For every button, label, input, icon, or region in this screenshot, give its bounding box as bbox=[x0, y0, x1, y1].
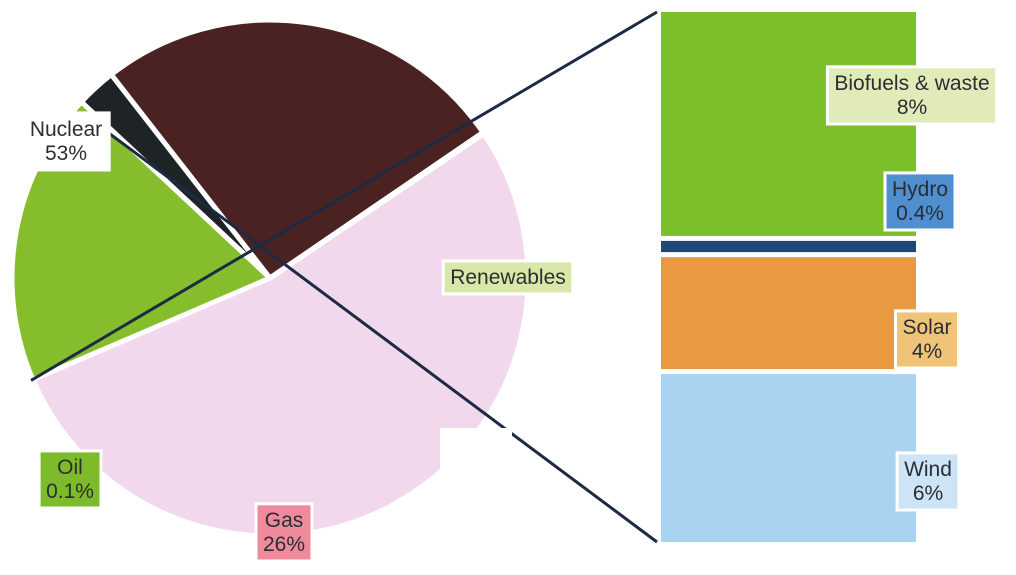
bar-label-solar-box bbox=[894, 309, 960, 370]
bar-segment-solar bbox=[661, 257, 916, 370]
bar-label-wind: Wind 6% bbox=[895, 451, 961, 512]
bar-label-solar: Solar 4% bbox=[894, 309, 960, 370]
bar-label-hydro: Hydro 0.4% bbox=[883, 171, 957, 232]
pie-label-gas-box bbox=[254, 502, 314, 563]
bar-label-biofuels-waste-box bbox=[825, 65, 999, 126]
bar-segment-hydro bbox=[661, 240, 916, 253]
pie-label-oil: Oil 0.1% bbox=[37, 449, 103, 510]
pie-chart bbox=[9, 17, 531, 539]
bar-label-wind-box bbox=[895, 451, 961, 512]
pie-slice-oil bbox=[267, 129, 487, 281]
pie-label-oil-box bbox=[37, 449, 103, 510]
bar-label-hydro-box bbox=[883, 171, 957, 232]
pie-label-renewables-box bbox=[441, 259, 575, 296]
label-backdrop bbox=[440, 428, 512, 512]
pie-slice-nuclear bbox=[30, 131, 531, 539]
breakdown-bar bbox=[661, 12, 916, 542]
bar-label-biofuels-waste: Biofuels & waste 8% bbox=[825, 65, 999, 126]
bar-segment-wind bbox=[661, 374, 916, 542]
pie-label-nuclear-box bbox=[21, 111, 111, 172]
pie-labels: Nuclear 53% Renewables Gas 26% Oil 0.1% bbox=[21, 111, 575, 563]
pie-slice-gas bbox=[108, 17, 486, 281]
connector-lines bbox=[30, 10, 658, 544]
pie-label-gas: Gas 26% bbox=[254, 502, 314, 563]
connector-line-bottom bbox=[99, 125, 658, 544]
svg-text:Renewables: Renewables bbox=[450, 266, 566, 289]
pie-label-nuclear: Nuclear 53% bbox=[21, 111, 111, 172]
pie-label-renewables: Renewables bbox=[441, 259, 575, 296]
bar-labels: Biofuels & waste 8% Hydro 0.4% Solar 4% Wind 6% bbox=[825, 65, 999, 512]
connector-line-top bbox=[30, 10, 658, 382]
